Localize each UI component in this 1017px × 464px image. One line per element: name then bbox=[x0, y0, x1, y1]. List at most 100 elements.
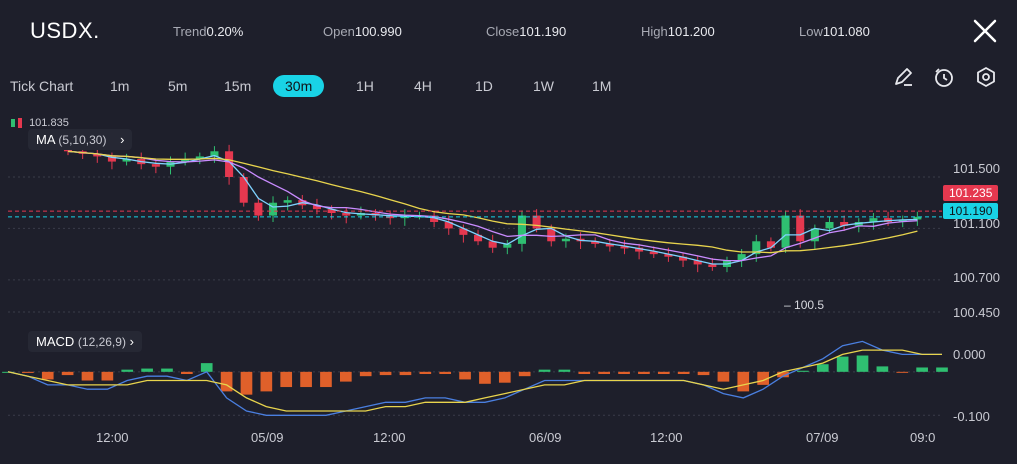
macd-histogram-bar bbox=[41, 371, 54, 380]
candle-body bbox=[781, 215, 790, 248]
close-price-tag: 101.190 bbox=[943, 203, 999, 219]
candle-body bbox=[503, 243, 512, 248]
time-label: 09:0 bbox=[910, 430, 936, 445]
timer-button[interactable] bbox=[933, 66, 955, 88]
price-label-101100: 101.100 bbox=[953, 216, 1000, 231]
macd-histogram-bar bbox=[876, 366, 889, 372]
candle-body bbox=[664, 254, 673, 257]
candle-body bbox=[93, 153, 102, 157]
macd-line bbox=[7, 340, 942, 416]
candle-body bbox=[825, 222, 834, 229]
price-chart-canvas[interactable] bbox=[0, 112, 1017, 459]
candle-body bbox=[693, 260, 702, 265]
macd-histogram-bar bbox=[220, 371, 233, 392]
candle-body bbox=[810, 228, 819, 242]
macd-histogram-bar bbox=[498, 371, 511, 383]
time-label: 12:00 bbox=[96, 430, 129, 445]
macd-histogram-bar bbox=[260, 371, 273, 392]
macd-histogram-bar bbox=[459, 371, 471, 380]
macd-histogram-bar bbox=[737, 371, 750, 392]
macd-histogram-bar bbox=[419, 371, 432, 374]
candle-body bbox=[708, 264, 717, 267]
price-label-100700: 100.700 bbox=[953, 270, 1000, 285]
candle-body bbox=[63, 148, 73, 152]
ma-name: MA bbox=[36, 132, 55, 147]
ma-line-ma5 bbox=[67, 150, 918, 265]
candle-body bbox=[268, 202, 278, 216]
macd-histogram-bar bbox=[657, 371, 670, 374]
macd-histogram-bar bbox=[717, 371, 730, 382]
signal-line bbox=[7, 349, 942, 412]
macd-label-zero: 0.000 bbox=[953, 347, 986, 362]
candle-body bbox=[737, 254, 746, 261]
tab-5m[interactable]: 5m bbox=[168, 78, 188, 94]
candle-body bbox=[254, 202, 263, 216]
settings-button[interactable] bbox=[975, 66, 997, 88]
high-stat: High101.200 bbox=[641, 24, 715, 39]
macd-label-neg: -0.100 bbox=[953, 409, 990, 424]
close-button[interactable] bbox=[970, 16, 1000, 46]
candle-body bbox=[913, 216, 922, 220]
candle-body bbox=[488, 241, 497, 248]
tab-1m-month[interactable]: 1M bbox=[592, 78, 612, 94]
symbol-title: USDX. bbox=[30, 18, 100, 43]
min-price-value: 100.5 bbox=[794, 298, 825, 312]
candle-body bbox=[840, 222, 849, 226]
close-icon bbox=[973, 19, 997, 43]
time-label: 12:00 bbox=[373, 430, 406, 445]
candle-body bbox=[532, 215, 541, 229]
price-label-101500: 101.500 bbox=[953, 161, 1000, 176]
date-label: 05/09 bbox=[251, 430, 284, 445]
candle-body bbox=[635, 247, 644, 252]
low-stat: Low101.080 bbox=[799, 24, 870, 39]
tab-tick-chart[interactable]: Tick Chart bbox=[10, 78, 74, 94]
tab-30m[interactable]: 30m bbox=[273, 75, 325, 97]
candle-body bbox=[195, 156, 204, 159]
settings-icon bbox=[977, 67, 995, 87]
top-price-label: 101.835 bbox=[29, 116, 69, 129]
tab-15m[interactable]: 15m bbox=[224, 78, 252, 94]
macd-histogram-bar bbox=[399, 371, 412, 376]
candle-body bbox=[225, 151, 234, 177]
ma-indicator-button[interactable]: MA (5,10,30) › bbox=[28, 129, 133, 150]
ma-params: (5,10,30) bbox=[58, 133, 107, 147]
tab-1w[interactable]: 1W bbox=[533, 78, 554, 94]
tab-4h[interactable]: 4H bbox=[414, 78, 432, 94]
timeframe-tabs: Tick Chart 1m 5m 15m 30m 1H 4H 1D 1W 1M bbox=[0, 72, 1017, 102]
header-bar: USDX. Trend0.20% Open100.990 Close101.19… bbox=[0, 0, 1017, 62]
candle-body bbox=[122, 159, 131, 162]
macd-histogram-bar bbox=[200, 363, 213, 372]
trend-stat: Trend0.20% bbox=[173, 24, 244, 39]
chart-area[interactable]: 101.835 MA (5,10,30) › MACD (12,26,9) › … bbox=[0, 112, 1017, 459]
macd-histogram-bar bbox=[439, 371, 452, 374]
candle-body bbox=[474, 234, 483, 242]
candle-body bbox=[561, 238, 570, 242]
tab-1h[interactable]: 1H bbox=[356, 78, 374, 94]
macd-histogram-bar bbox=[777, 371, 789, 378]
candle-body bbox=[107, 156, 116, 162]
open-stat: Open100.990 bbox=[323, 24, 402, 39]
macd-histogram-bar bbox=[518, 371, 531, 377]
draw-tool-button[interactable] bbox=[892, 66, 914, 88]
macd-histogram-bar bbox=[240, 371, 253, 395]
candle-body bbox=[239, 177, 248, 203]
pencil-icon bbox=[895, 68, 912, 86]
high-price-tag: 101.235 bbox=[943, 185, 999, 201]
candle-body bbox=[283, 200, 292, 203]
macd-histogram-bar bbox=[618, 371, 630, 374]
macd-histogram-bar bbox=[697, 371, 710, 376]
macd-histogram-bar bbox=[121, 369, 134, 372]
macd-histogram-bar bbox=[61, 371, 74, 376]
candle-icon bbox=[11, 118, 22, 128]
candle-body bbox=[605, 243, 614, 247]
candle-body bbox=[181, 159, 190, 162]
macd-histogram-bar bbox=[538, 369, 551, 372]
tab-1d[interactable]: 1D bbox=[475, 78, 493, 94]
macd-indicator-button[interactable]: MACD (12,26,9) › bbox=[28, 331, 142, 352]
chart-top-price: 101.835 bbox=[8, 116, 69, 130]
candle-body bbox=[547, 228, 556, 242]
candle-body bbox=[444, 222, 453, 229]
candle-body bbox=[430, 215, 439, 222]
ma-line-ma10 bbox=[67, 150, 918, 262]
tab-1m[interactable]: 1m bbox=[110, 78, 130, 94]
